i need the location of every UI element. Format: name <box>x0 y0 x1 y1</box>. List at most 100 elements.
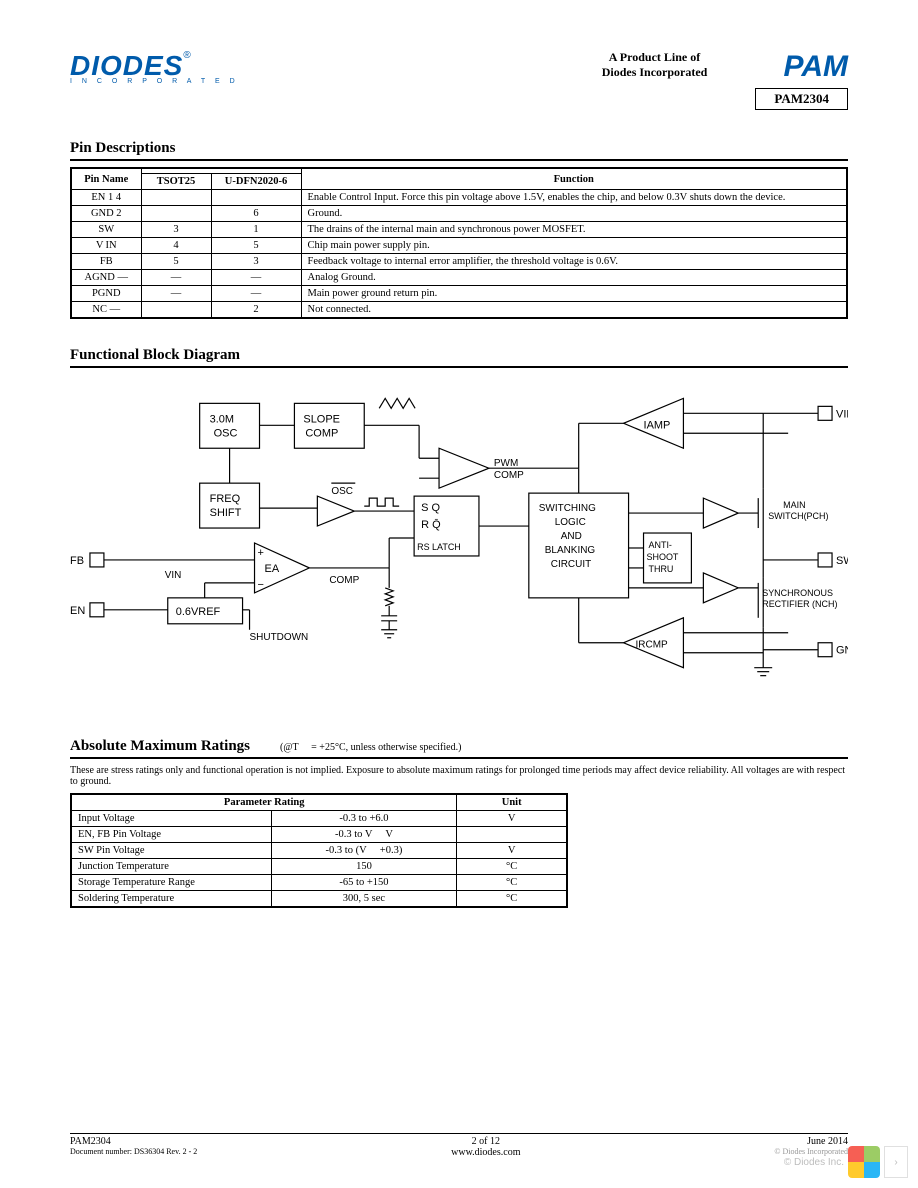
pin-name: AGND — <box>71 270 141 286</box>
svg-text:EN: EN <box>70 605 85 617</box>
product-line: A Product Line of Diodes Incorporated <box>602 50 708 80</box>
amr-param: SW Pin Voltage <box>71 843 271 859</box>
svg-text:VIN: VIN <box>165 570 182 581</box>
block-diagram: FB EN VIN SW GND 3.0MOSC SLOPECOMP FREQS… <box>70 378 848 708</box>
pin-col2 <box>211 190 301 206</box>
pin-name: FB <box>71 254 141 270</box>
svg-text:SHOOT: SHOOT <box>647 552 679 562</box>
amr-rating: -0.3 to V V <box>271 827 457 843</box>
svg-text:FB: FB <box>70 555 84 567</box>
pin-col2: — <box>211 270 301 286</box>
svg-text:IRCMP: IRCMP <box>636 640 668 651</box>
amr-title-row: Absolute Maximum Ratings (@T = +25°C, un… <box>70 738 848 759</box>
pin-name: PGND <box>71 286 141 302</box>
pin-func: The drains of the internal main and sync… <box>301 222 847 238</box>
footer-part: PAM2304 <box>70 1136 197 1147</box>
svg-text:ANTI-: ANTI- <box>649 540 672 550</box>
pin-col1: 4 <box>141 238 211 254</box>
viewer-copyright: © Diodes Inc. <box>784 1157 844 1168</box>
amr-param: Storage Temperature Range <box>71 875 271 891</box>
amr-rating: 150 <box>271 859 457 875</box>
amr-rating: 300, 5 sec <box>271 891 457 908</box>
amr-param: Input Voltage <box>71 811 271 827</box>
pin-name: NC — <box>71 302 141 319</box>
svg-text:OSC: OSC <box>331 486 353 497</box>
pin-descriptions-title: Pin Descriptions <box>70 140 848 161</box>
pin-name: GND 2 <box>71 206 141 222</box>
svg-text:COMP: COMP <box>494 470 524 481</box>
pin-col1: — <box>141 286 211 302</box>
svg-text:MAIN: MAIN <box>783 500 805 510</box>
pin-col1: — <box>141 270 211 286</box>
amr-table: Parameter Rating Unit Input Voltage -0.3… <box>70 793 568 908</box>
next-page-button[interactable]: › <box>884 1146 908 1178</box>
pin-descriptions-table: Pin Name Function TSOT25 U-DFN2020-6 EN … <box>70 167 848 319</box>
svg-text:PWM: PWM <box>494 458 518 469</box>
svg-text:SWITCHING: SWITCHING <box>539 503 596 514</box>
svg-text:SHUTDOWN: SHUTDOWN <box>250 632 309 643</box>
amr-unit: °C <box>457 891 567 908</box>
amr-intro: These are stress ratings only and functi… <box>70 765 848 787</box>
svg-text:LOGIC: LOGIC <box>555 517 586 528</box>
svg-text:BLANKING: BLANKING <box>545 545 596 556</box>
block-diagram-title: Functional Block Diagram <box>70 347 848 368</box>
svg-text:RECTIFIER (NCH): RECTIFIER (NCH) <box>762 599 837 609</box>
amr-rating: -0.3 to +6.0 <box>271 811 457 827</box>
footer-doc: Document number: DS36304 Rev. 2 - 2 <box>70 1147 197 1156</box>
diodes-logo: DIODES® I N C O R P O R A T E D <box>70 50 239 85</box>
svg-text:THRU: THRU <box>649 564 674 574</box>
amr-title: Absolute Maximum Ratings <box>70 738 250 755</box>
svg-text:+: + <box>258 547 264 559</box>
part-number: PAM2304 <box>755 88 848 110</box>
svg-text:CIRCUIT: CIRCUIT <box>551 559 591 570</box>
page-footer: PAM2304 Document number: DS36304 Rev. 2 … <box>70 1133 848 1158</box>
svg-text:3.0M: 3.0M <box>210 413 234 425</box>
pin-col2: 6 <box>211 206 301 222</box>
amr-param: Junction Temperature <box>71 859 271 875</box>
amr-unit: °C <box>457 875 567 891</box>
svg-text:VIN: VIN <box>836 408 848 420</box>
pin-col2: — <box>211 286 301 302</box>
pin-func: Enable Control Input. Force this pin vol… <box>301 190 847 206</box>
pin-col2: 2 <box>211 302 301 319</box>
pin-name: V IN <box>71 238 141 254</box>
pin-col2: 1 <box>211 222 301 238</box>
pin-func: Analog Ground. <box>301 270 847 286</box>
diodes-logo-text: DIODES <box>70 50 183 81</box>
svg-text:R Q̄: R Q̄ <box>421 518 441 531</box>
pin-func: Main power ground return pin. <box>301 286 847 302</box>
svg-text:EA: EA <box>265 563 280 575</box>
swirl-icon[interactable] <box>848 1146 880 1178</box>
pin-func: Feedback voltage to internal error ampli… <box>301 254 847 270</box>
svg-text:−: − <box>258 579 264 591</box>
svg-text:COMP: COMP <box>305 427 338 439</box>
page-header: DIODES® I N C O R P O R A T E D A Produc… <box>70 50 848 110</box>
pin-name: EN 1 4 <box>71 190 141 206</box>
pin-func: Ground. <box>301 206 847 222</box>
svg-text:S Q: S Q <box>421 502 440 514</box>
svg-text:AND: AND <box>561 531 582 542</box>
svg-text:GND: GND <box>836 645 848 657</box>
pin-col1: 5 <box>141 254 211 270</box>
svg-text:FREQ: FREQ <box>210 493 240 505</box>
amr-note: (@T = +25°C, unless otherwise specified.… <box>280 742 461 753</box>
svg-text:SWITCH(PCH): SWITCH(PCH) <box>768 511 828 521</box>
svg-text:SHIFT: SHIFT <box>210 507 242 519</box>
svg-text:SW: SW <box>836 555 848 567</box>
pin-col1 <box>141 206 211 222</box>
amr-unit: °C <box>457 859 567 875</box>
amr-unit <box>457 827 567 843</box>
pin-col1 <box>141 190 211 206</box>
pin-func: Not connected. <box>301 302 847 319</box>
svg-text:OSC: OSC <box>214 427 238 439</box>
pam-logo: PAM <box>784 50 848 84</box>
svg-text:0.6VREF: 0.6VREF <box>176 606 221 618</box>
svg-text:IAMP: IAMP <box>644 419 671 431</box>
svg-text:RS LATCH: RS LATCH <box>417 542 461 552</box>
pin-func: Chip main power supply pin. <box>301 238 847 254</box>
amr-rating: -65 to +150 <box>271 875 457 891</box>
footer-url: www.diodes.com <box>197 1147 774 1158</box>
footer-page: 2 of 12 <box>197 1136 774 1147</box>
pin-col1 <box>141 302 211 319</box>
pin-col1: 3 <box>141 222 211 238</box>
